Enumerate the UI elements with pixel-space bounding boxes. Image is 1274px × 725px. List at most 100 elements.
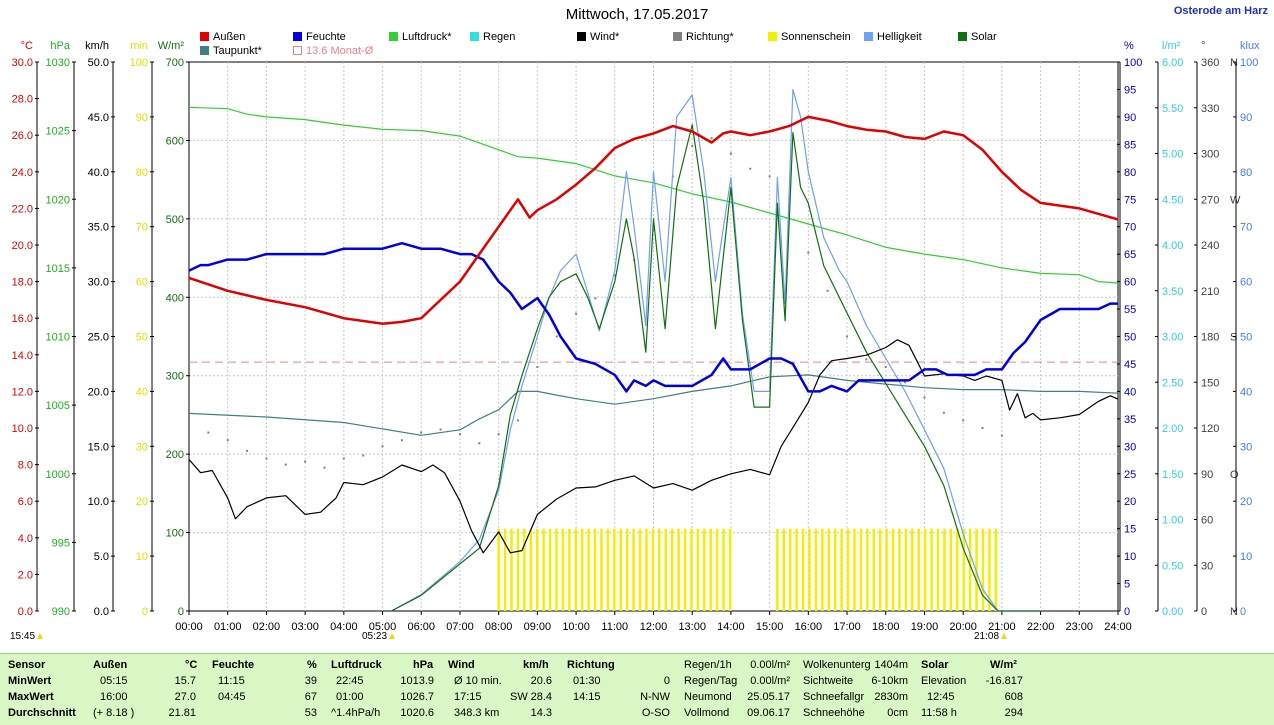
hum-tick-label: 5 [1124, 579, 1130, 591]
x-tick-label: 15:00 [756, 621, 784, 633]
dir-tick-label: 330 [1201, 103, 1219, 115]
dir-letter-label: O [1230, 469, 1239, 481]
hum-tick-label: 60 [1124, 277, 1136, 289]
dir-tick-label: 30 [1201, 560, 1213, 572]
series-line-feuchte [188, 241, 1118, 393]
wind-tick-label: 25.0 [88, 332, 109, 344]
x-tick-label: 14:00 [717, 621, 745, 633]
series-line-taupunkt [188, 374, 1119, 436]
x-tick-label: 04:00 [330, 621, 358, 633]
richtung-max: N-NW [640, 691, 670, 703]
feuchte-header: Feuchte [212, 659, 255, 671]
solar-axis-unit: W/m² [158, 40, 185, 52]
series-point-richtung [691, 144, 694, 147]
minwert-label: MinWert [8, 675, 52, 687]
temp-tick-label: 16.0 [12, 313, 33, 325]
legend-label: Luftdruck* [402, 31, 452, 43]
feuchte-max-time: 04:45 [218, 691, 246, 703]
series-line-wind [188, 339, 1119, 554]
summary-table: Sensor MinWert MaxWert Durchschnitt Auße… [0, 653, 1274, 725]
x-tick-label: 24:00 [1104, 621, 1132, 633]
location-label: Osterode am Harz [1173, 5, 1268, 17]
series-point-richtung [749, 167, 752, 170]
x-tick-label: 19:00 [911, 621, 939, 633]
series-point-richtung [517, 419, 520, 422]
series-point-richtung [207, 431, 210, 434]
feuchte-min-time: 11:15 [218, 675, 245, 687]
solar-avg-value: 294 [1004, 707, 1023, 719]
x-tick-label: 07:00 [446, 621, 474, 633]
rain-axis-unit: l/m² [1162, 40, 1181, 52]
hum-tick-label: 85 [1124, 139, 1136, 151]
wind-tick-label: 50.0 [88, 57, 109, 69]
legend-label: Regen [483, 31, 516, 43]
lux-tick-label: 70 [1240, 222, 1252, 234]
series-point-richtung [652, 228, 655, 231]
temp-tick-label: 10.0 [12, 423, 33, 435]
lux-tick-label: 90 [1240, 112, 1252, 124]
temp-tick-label: 24.0 [12, 167, 33, 179]
sun-tick-label: 90 [136, 112, 148, 124]
vollmond-value: 09.06.17 [747, 707, 790, 719]
temp-tick-label: 26.0 [12, 130, 33, 142]
series-point-richtung [284, 463, 287, 466]
temp-tick-label: 30.0 [12, 57, 33, 69]
richtung-avg: O-SO [641, 707, 670, 719]
luftdruck-max: 1026.7 [400, 691, 434, 703]
luftdruck-avg: 1020.6 [400, 707, 434, 719]
hum-tick-label: 95 [1124, 84, 1136, 96]
sunset-label: 21:08▲ [974, 631, 1009, 642]
wolken-label: Wolkenunterg [803, 659, 871, 671]
sensor-header: Sensor [8, 659, 46, 671]
durchschnitt-label: Durchschnitt [8, 707, 76, 719]
x-tick-label: 06:00 [407, 621, 435, 633]
series-point-richtung [304, 460, 307, 463]
hum-tick-label: 25 [1124, 469, 1136, 481]
series-point-richtung [246, 449, 249, 452]
legend-label: Richtung* [686, 31, 734, 43]
rain-tick-label: 3.50 [1162, 286, 1183, 298]
wind-avg: 14.3 [530, 707, 552, 719]
richtung-min-time: 01:30 [573, 675, 601, 687]
solar-tick-label: 500 [166, 214, 184, 226]
sunrise-label: 05:23▲ [362, 631, 397, 642]
press-tick-label: 1000 [46, 469, 70, 481]
solar-tick-label: 600 [166, 135, 184, 147]
feuchte-max: 67 [304, 691, 317, 703]
series-point-richtung [710, 137, 713, 140]
maxwert-label: MaxWert [8, 691, 54, 703]
sichtweite-label: Sichtweite [803, 675, 854, 687]
x-tick-label: 12:00 [640, 621, 668, 633]
x-tick-label: 22:00 [1027, 621, 1055, 633]
wind-tick-label: 45.0 [88, 112, 109, 124]
temp-tick-label: 6.0 [18, 496, 33, 508]
luftdruck-unit: hPa [413, 659, 434, 671]
rain-tick-label: 1.50 [1162, 469, 1183, 481]
legend-swatch [200, 46, 209, 55]
x-tick-label: 18:00 [872, 621, 900, 633]
feuchte-min: 39 [304, 675, 317, 687]
rain-tick-label: 3.00 [1162, 332, 1183, 344]
legend-swatch [958, 32, 967, 41]
wind-max: 28.4 [530, 691, 552, 703]
sun-axis-unit: min [130, 40, 148, 52]
series-point-richtung [381, 445, 384, 448]
regen1h-value: 0.00l/m² [750, 659, 790, 671]
series-point-richtung [846, 335, 849, 338]
wind-tick-label: 15.0 [88, 441, 109, 453]
lux-axis-unit: klux [1240, 40, 1260, 52]
hum-tick-label: 20 [1124, 496, 1136, 508]
press-tick-label: 995 [52, 537, 70, 549]
wind-tick-label: 40.0 [88, 167, 109, 179]
hum-tick-label: 75 [1124, 194, 1136, 206]
dir-tick-label: 180 [1201, 332, 1219, 344]
rain-tick-label: 1.00 [1162, 515, 1183, 527]
hum-tick-label: 40 [1124, 386, 1136, 398]
aussen-min-time: 05:15 [100, 675, 128, 687]
dir-tick-label: 270 [1201, 194, 1219, 206]
press-tick-label: 1015 [46, 263, 70, 275]
series-point-richtung [226, 439, 229, 442]
legend-swatch [389, 32, 398, 41]
temp-tick-label: 28.0 [12, 94, 33, 106]
x-tick-label: 05:00 [369, 621, 397, 633]
